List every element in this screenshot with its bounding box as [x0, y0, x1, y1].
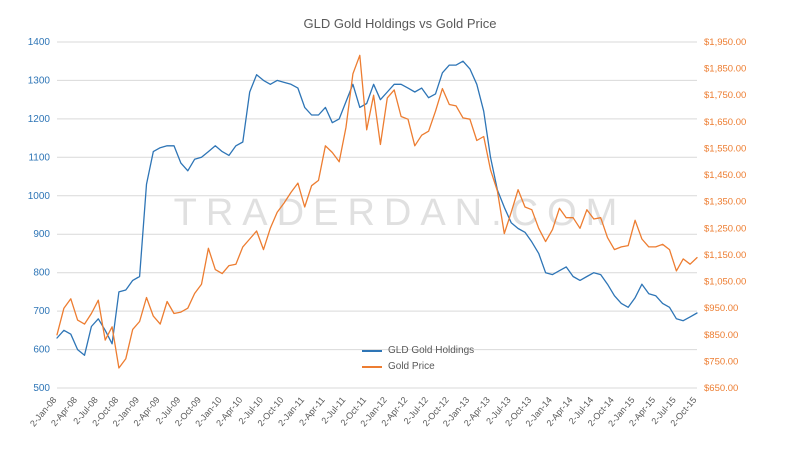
right-axis-tick-label: $1,950.00 [704, 37, 746, 48]
watermark: TRADERDAN.COM [173, 192, 627, 234]
legend-label-gold-price: Gold Price [388, 361, 435, 372]
right-axis-tick-label: $1,450.00 [704, 170, 746, 181]
left-axis-tick-label: 700 [33, 306, 50, 317]
left-axis-tick-label: 600 [33, 345, 50, 356]
legend-label-gld-holdings: GLD Gold Holdings [388, 345, 475, 356]
left-axis-tick-label: 1000 [28, 191, 51, 202]
legend-swatch-gld-holdings [362, 349, 382, 352]
series-line-gold-price [56, 54, 698, 369]
right-axis-tick-label: $1,850.00 [704, 64, 746, 75]
left-axis-tick-label: 1400 [28, 37, 51, 48]
right-axis-tick-label: $1,550.00 [704, 144, 746, 155]
right-axis-tick-label: $1,750.00 [704, 90, 746, 101]
chart-legend: GLD Gold Holdings Gold Price [362, 345, 474, 372]
left-axis-tick-label: 800 [33, 268, 50, 279]
legend-swatch-gold-price [362, 365, 382, 368]
legend-item-gold-price: Gold Price [362, 361, 474, 372]
left-axis-tick-label: 500 [33, 383, 50, 394]
right-axis-tick-label: $1,150.00 [704, 250, 746, 261]
right-axis-tick-label: $750.00 [704, 356, 738, 367]
left-axis-tick-label: 1200 [28, 114, 51, 125]
right-axis-tick-label: $1,350.00 [704, 197, 746, 208]
right-axis-tick-label: $850.00 [704, 330, 738, 341]
left-axis-tick-label: 1100 [28, 152, 50, 163]
left-axis-tick-label: 1300 [28, 75, 51, 86]
right-axis-tick-label: $1,050.00 [704, 277, 746, 288]
left-axis-tick-label: 900 [33, 229, 50, 240]
right-axis-tick-label: $650.00 [704, 383, 738, 394]
chart-title: GLD Gold Holdings vs Gold Price [303, 16, 497, 31]
series-line-gld-holdings [56, 60, 698, 356]
right-axis-tick-label: $1,650.00 [704, 117, 746, 128]
right-axis-tick-label: $950.00 [704, 303, 738, 314]
legend-item-gld-holdings: GLD Gold Holdings [362, 345, 474, 356]
right-axis-tick-label: $1,250.00 [704, 223, 746, 234]
